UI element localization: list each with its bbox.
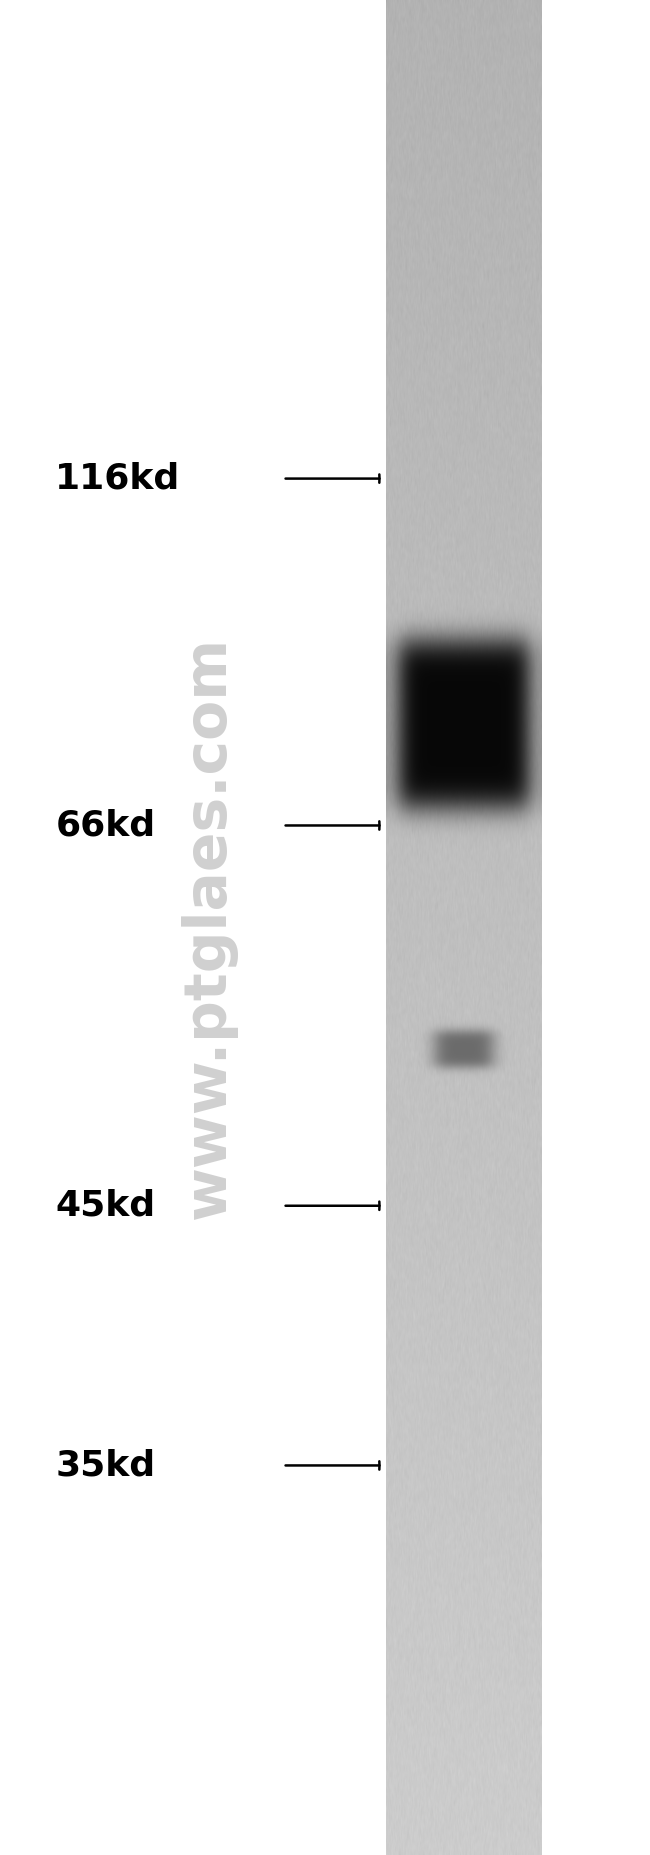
Text: 66kd: 66kd <box>55 809 155 842</box>
Text: 116kd: 116kd <box>55 462 181 495</box>
Text: www.ptglaes.com: www.ptglaes.com <box>179 636 237 1219</box>
Text: 35kd: 35kd <box>55 1449 155 1482</box>
Text: 45kd: 45kd <box>55 1189 155 1222</box>
